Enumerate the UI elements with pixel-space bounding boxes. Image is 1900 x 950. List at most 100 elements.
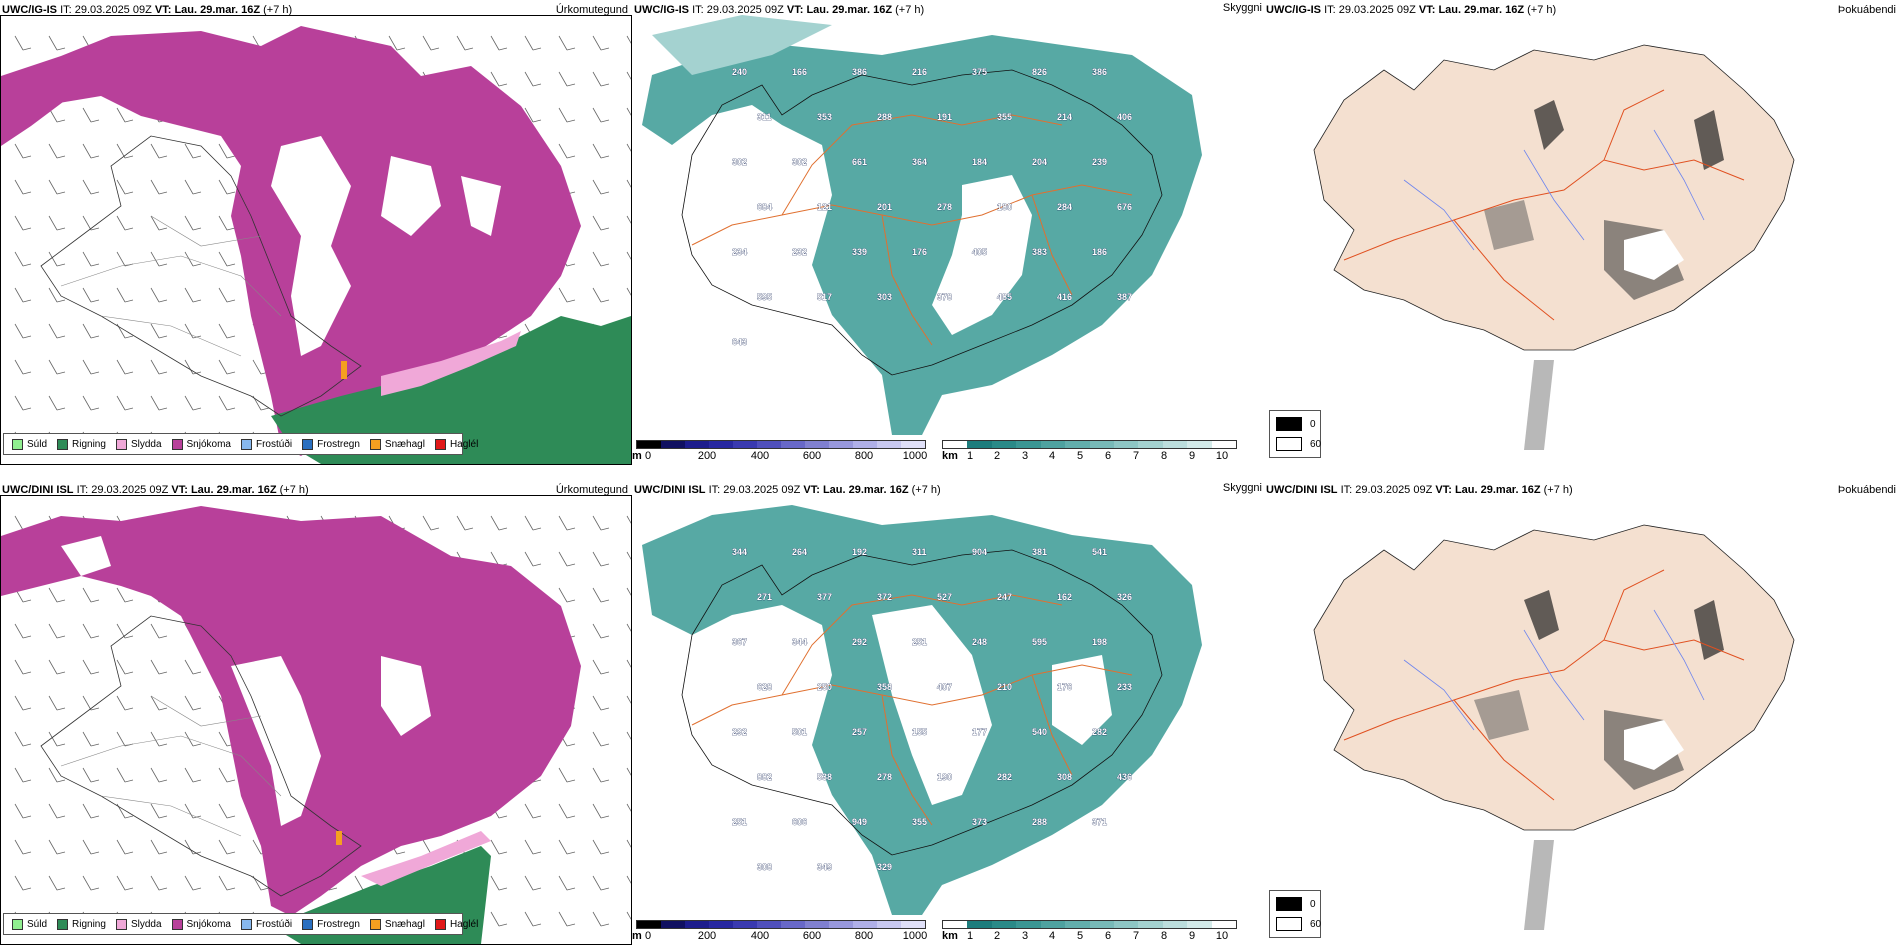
fog-map <box>1313 44 1795 450</box>
elevation-label: 288 <box>1032 817 1047 827</box>
wind-barb <box>14 359 32 375</box>
elevation-label: 538 <box>817 772 832 782</box>
sleet-band <box>361 831 491 886</box>
init-time: 29.03.2025 09Z <box>74 4 152 16</box>
wind-barb <box>218 767 236 783</box>
roads <box>691 114 1133 346</box>
iceland-land <box>1313 524 1795 831</box>
wind-barb <box>150 323 168 339</box>
legend-item: Súld <box>12 438 47 450</box>
elevation-label: 216 <box>912 67 927 77</box>
wind-barb <box>184 731 202 747</box>
legend-item: Slydda <box>115 438 162 450</box>
wind-barb <box>490 911 508 927</box>
wind-barb <box>48 179 66 195</box>
elevation-label: 904 <box>972 547 987 557</box>
snow-nw <box>1 46 91 146</box>
fog-patch <box>1694 110 1724 170</box>
wind-barb <box>150 287 168 303</box>
row-1: UWC/IG-IS IT: 29.03.2025 09Z VT: Lau. 29… <box>0 0 1900 470</box>
elevation-label: 302 <box>732 157 747 167</box>
fog-patch <box>1484 200 1534 250</box>
snow-pellet-spot <box>341 361 347 379</box>
elevation-label: 416 <box>1057 292 1072 302</box>
elevation-label: 387 <box>1117 292 1132 302</box>
wind-barb <box>14 395 32 411</box>
wind-barb <box>116 395 134 411</box>
tick: 1000 <box>902 450 928 462</box>
elevation-label: 292 <box>852 637 867 647</box>
elevation-label: 282 <box>997 772 1012 782</box>
fog-legend-swatch <box>1276 437 1302 451</box>
elevation-label: 198 <box>1092 637 1107 647</box>
wind-barb <box>14 287 32 303</box>
it-label: IT: <box>60 4 72 16</box>
wind-barb <box>48 587 66 603</box>
wind-barb <box>626 623 631 632</box>
elevation-label: 377 <box>817 592 832 602</box>
wind-barb <box>626 179 631 188</box>
model-name: UWC/DINI ISL <box>2 484 74 496</box>
wind-barb <box>184 767 202 783</box>
wind-barb <box>116 587 134 603</box>
elevation-label: 485 <box>997 292 1012 302</box>
wind-barb <box>592 659 610 675</box>
precip-type-title: Úrkomutegund <box>555 484 628 496</box>
wind-barb <box>116 287 134 303</box>
snow-hole <box>381 156 441 236</box>
fog-patch <box>1474 690 1529 740</box>
wind-barb <box>150 695 168 711</box>
wind-barb <box>116 839 134 855</box>
elevation-label: 501 <box>792 727 807 737</box>
wind-barb <box>150 731 168 747</box>
wind-barb <box>218 143 236 159</box>
wind-barb <box>558 911 576 927</box>
wind-barb <box>218 839 236 855</box>
wind-barb <box>116 143 134 159</box>
elevation-label: 282 <box>1092 727 1107 737</box>
tick: 400 <box>750 450 770 462</box>
wind-barb <box>592 143 610 159</box>
legend-item: Frostregn <box>302 438 360 450</box>
wind-barb <box>82 803 100 819</box>
elevation-label: 628 <box>757 682 772 692</box>
wind-barb <box>14 623 32 639</box>
wind-barb <box>592 839 610 855</box>
legend-swatch <box>302 438 314 450</box>
wind-barb <box>558 35 576 51</box>
visibility-panel-2: UWC/DINI ISL IT: 29.03.2025 09Z VT: Lau.… <box>632 480 1264 950</box>
iceland-outline <box>40 615 362 897</box>
wind-barb <box>626 515 631 524</box>
fog-legend-row: 60 <box>1276 437 1321 451</box>
wind-barb <box>422 35 440 51</box>
wind-barb <box>82 623 100 639</box>
wind-barb <box>592 179 610 195</box>
visibility-bar <box>942 440 1237 449</box>
tick: 600 <box>802 450 822 462</box>
elevation-label: 214 <box>1057 112 1072 122</box>
elevation-label: 882 <box>757 772 772 782</box>
sleet-band <box>381 331 521 396</box>
fog-title: Þokuábendi <box>1837 484 1896 496</box>
elevation-label: 349 <box>817 862 832 872</box>
tick: 4 <box>1048 450 1056 462</box>
wind-barb <box>14 731 32 747</box>
wind-barb <box>558 767 576 783</box>
wind-barb <box>626 143 631 152</box>
wind-barb <box>150 215 168 231</box>
visibility-unit: km <box>942 930 958 942</box>
tick: 800 <box>854 450 874 462</box>
tick: 10 <box>1215 450 1229 462</box>
tick: 200 <box>697 930 717 942</box>
wind-barb <box>150 839 168 855</box>
wind-barb <box>490 839 508 855</box>
elevation-label: 308 <box>1057 772 1072 782</box>
fog-plume <box>1524 840 1554 930</box>
wind-barb <box>48 251 66 267</box>
wind-barb <box>116 659 134 675</box>
wind-barb <box>82 287 100 303</box>
wind-barb <box>626 215 631 224</box>
wind-barb <box>82 695 100 711</box>
elevation-label: 191 <box>937 112 952 122</box>
precip-type-map <box>1 496 631 944</box>
